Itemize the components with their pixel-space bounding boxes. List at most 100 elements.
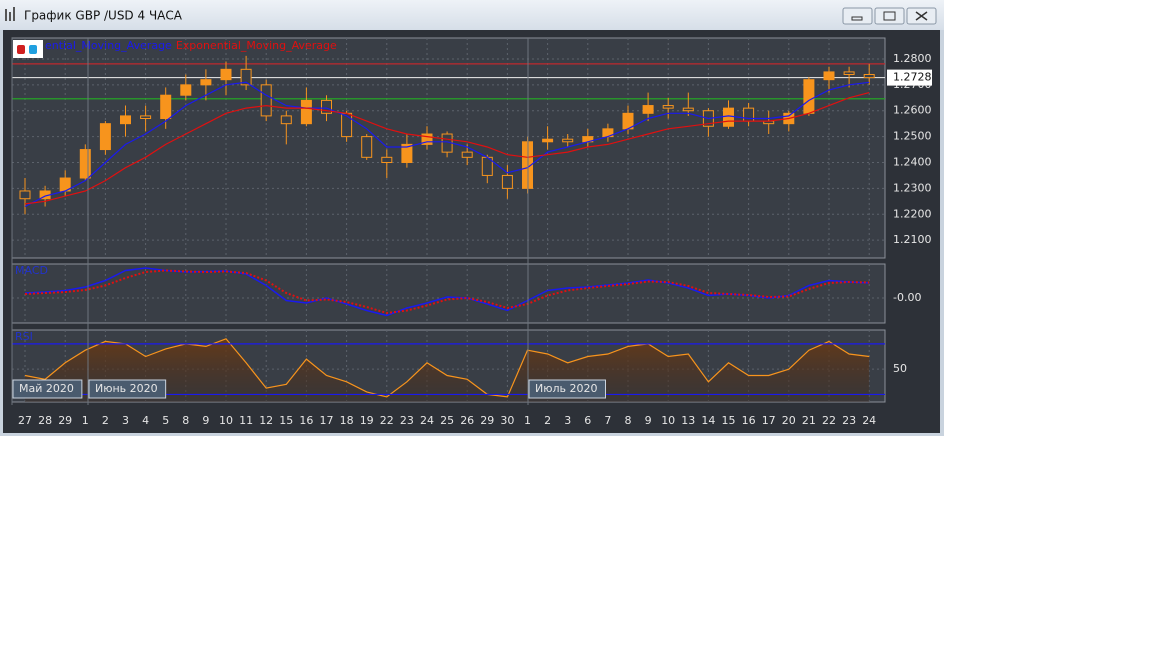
x-tick-label: 27: [18, 414, 32, 427]
x-tick-label: 16: [742, 414, 756, 427]
x-tick-label: 2: [544, 414, 551, 427]
x-tick-label: 5: [162, 414, 169, 427]
x-tick-label: 15: [279, 414, 293, 427]
x-tick-label: 26: [460, 414, 474, 427]
moving-average: [24, 81, 870, 208]
x-tick-label: 10: [661, 414, 675, 427]
x-tick-label: 30: [500, 414, 514, 427]
candle-body: [200, 79, 212, 86]
x-tick-label: 6: [584, 414, 591, 427]
month-label-text: Май 2020: [19, 382, 74, 395]
month-label-box: [88, 379, 167, 399]
candle-body: [682, 107, 694, 112]
y-tick-label: 1.2200: [893, 207, 932, 220]
x-tick-label: 12: [259, 414, 273, 427]
candle-body: [401, 143, 413, 163]
candle-body: [180, 84, 192, 96]
x-tick-label: 20: [782, 414, 796, 427]
y-tick-label: 1.2400: [893, 155, 932, 168]
legend-icon-red: [17, 45, 25, 54]
x-tick-label: 7: [604, 414, 611, 427]
y-tick-label: 1.2600: [893, 104, 932, 117]
x-tick-label: 8: [182, 414, 189, 427]
month-label-box: [12, 379, 83, 399]
x-tick-label: 8: [625, 414, 632, 427]
x-tick-label: 3: [122, 414, 129, 427]
month-label: Июль 2020: [528, 379, 606, 399]
candle-body: [79, 149, 91, 179]
x-tick-label: 25: [440, 414, 454, 427]
x-tick-label: 4: [142, 414, 149, 427]
legend-icon-blue: [29, 45, 37, 54]
y-tick-label: 1.2300: [893, 181, 932, 194]
x-tick-label: 18: [340, 414, 354, 427]
month-label-text: Июнь 2020: [95, 382, 158, 395]
title-bar: [0, 0, 944, 30]
x-tick-label: 9: [645, 414, 652, 427]
y-tick-label: 50: [893, 362, 907, 375]
panel-title: RSI: [15, 330, 33, 343]
candle-body: [743, 107, 755, 122]
y-tick-label: 1.2100: [893, 233, 932, 246]
candle-body: [300, 99, 312, 125]
x-tick-label: 28: [38, 414, 52, 427]
x-tick-label: 29: [58, 414, 72, 427]
month-label: Май 2020: [12, 379, 83, 399]
window-title: График GBP /USD 4 ЧАСА: [24, 9, 183, 23]
x-tick-label: 24: [862, 414, 876, 427]
x-tick-label: 2: [102, 414, 109, 427]
candle-body: [642, 105, 654, 114]
x-tick-label: 1: [82, 414, 89, 427]
candle-body: [361, 136, 373, 158]
y-tick-label: -0.00: [893, 291, 921, 304]
last-price-box: [887, 69, 932, 86]
candle-body: [501, 174, 513, 189]
candle-body: [160, 94, 172, 119]
x-tick-label: 9: [202, 414, 209, 427]
x-tick-label: 17: [320, 414, 334, 427]
legend-entry: Exponential_Moving_Average: [176, 39, 337, 52]
candle-body: [823, 71, 835, 81]
month-label-text: Июль 2020: [535, 382, 598, 395]
candle-body: [863, 73, 875, 79]
candle-body: [421, 133, 433, 145]
x-tick-label: 22: [822, 414, 836, 427]
candle-body: [381, 156, 393, 163]
candle-body: [120, 115, 131, 125]
last-price-label: 1.2728: [893, 71, 932, 84]
x-tick-label: 1: [524, 414, 531, 427]
minimize-button[interactable]: [842, 7, 873, 25]
candle-body: [19, 190, 31, 200]
x-tick-label: 17: [762, 414, 776, 427]
candle-body: [140, 115, 152, 119]
legend-entry: ential_Moving_Average: [45, 39, 172, 52]
y-tick-label: 1.2500: [893, 130, 932, 143]
y-tick-label: 1.2800: [893, 52, 932, 65]
x-tick-label: 22: [380, 414, 394, 427]
x-tick-label: 13: [681, 414, 695, 427]
rsi-area: [25, 338, 870, 402]
x-tick-label: 21: [802, 414, 816, 427]
x-tick-label: 14: [701, 414, 715, 427]
candle-body: [843, 71, 855, 75]
x-tick-label: 23: [842, 414, 856, 427]
x-tick-label: 3: [564, 414, 571, 427]
candle-body: [220, 68, 232, 81]
rsi-line: [24, 338, 870, 398]
x-tick-label: 24: [420, 414, 434, 427]
candle-body: [240, 68, 252, 86]
x-tick-label: 15: [722, 414, 736, 427]
macd-panel: [11, 263, 886, 324]
close-button[interactable]: [906, 7, 937, 25]
candle-body: [341, 112, 353, 138]
maximize-button[interactable]: [874, 7, 905, 25]
candle-body: [803, 79, 815, 114]
month-label: Июнь 2020: [88, 379, 167, 399]
month-label-box: [528, 379, 606, 399]
candle-body: [260, 84, 272, 117]
moving-average: [24, 92, 870, 205]
candle-body: [562, 138, 574, 143]
candle-body: [280, 115, 292, 125]
